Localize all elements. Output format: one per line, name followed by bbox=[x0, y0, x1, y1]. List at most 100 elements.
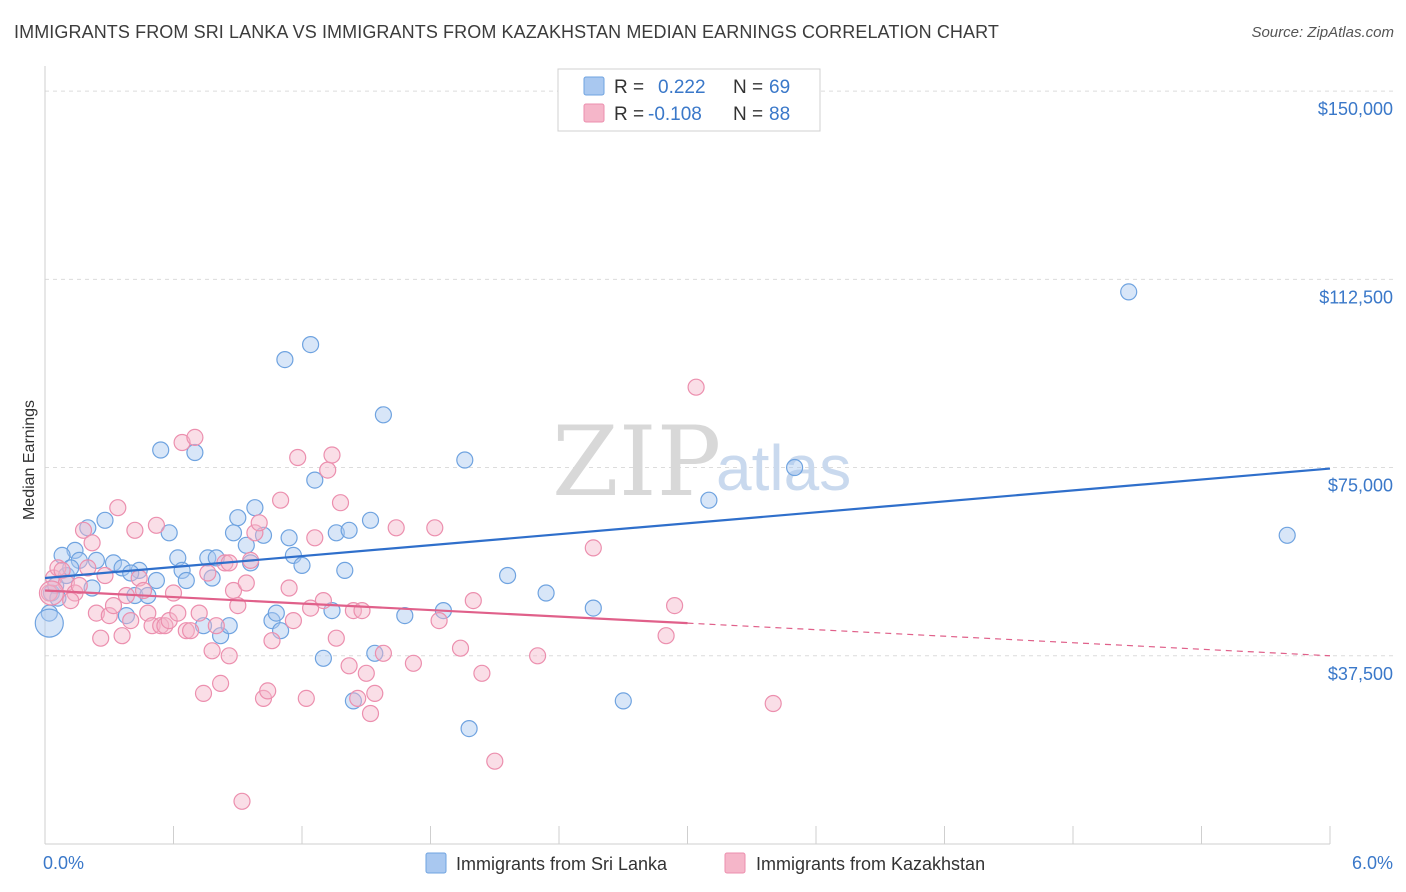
trend-lines bbox=[44, 467, 1331, 657]
point-kazakhstan bbox=[353, 601, 371, 620]
point-sri-lanka bbox=[224, 524, 243, 542]
x-tick-label: 6.0% bbox=[1352, 853, 1393, 873]
point-sri-lanka bbox=[147, 571, 165, 590]
point-kazakhstan bbox=[237, 574, 255, 592]
point-kazakhstan bbox=[486, 752, 504, 770]
legend-n-value-2: 88 bbox=[769, 104, 790, 125]
point-kazakhstan bbox=[74, 521, 93, 539]
point-kazakhstan bbox=[451, 639, 470, 657]
point-kazakhstan bbox=[327, 629, 345, 647]
point-kazakhstan bbox=[246, 524, 264, 542]
point-kazakhstan bbox=[96, 566, 114, 585]
point-kazakhstan bbox=[139, 604, 157, 622]
point-sri-lanka bbox=[361, 511, 380, 529]
axes bbox=[44, 66, 1331, 845]
point-kazakhstan bbox=[212, 674, 230, 693]
point-kazakhstan bbox=[289, 448, 307, 467]
y-tick-label: $112,500 bbox=[1319, 287, 1393, 307]
point-kazakhstan bbox=[349, 689, 367, 708]
point-kazakhstan bbox=[687, 378, 705, 396]
source-credit: Source: ZipAtlas.com bbox=[1251, 24, 1394, 41]
bottom-legend: Immigrants from Sri Lanka Immigrants fro… bbox=[425, 852, 985, 874]
point-sri-lanka bbox=[302, 336, 320, 354]
point-kazakhstan bbox=[361, 704, 380, 723]
point-kazakhstan bbox=[657, 627, 675, 645]
point-sri-lanka bbox=[96, 511, 114, 529]
watermark-atlas: atlas bbox=[716, 432, 851, 504]
bottom-legend-swatch-sri-lanka bbox=[425, 852, 447, 874]
point-sri-lanka bbox=[280, 529, 298, 547]
point-sri-lanka bbox=[306, 471, 324, 489]
y-tick-label: $150,000 bbox=[1318, 99, 1393, 119]
point-kazakhstan bbox=[104, 596, 123, 615]
point-kazakhstan bbox=[70, 576, 88, 595]
point-kazakhstan bbox=[323, 446, 341, 464]
point-kazakhstan bbox=[473, 664, 491, 682]
watermark-zip: ZIP bbox=[552, 406, 721, 518]
point-kazakhstan bbox=[186, 428, 204, 446]
legend-r-label-2: R = bbox=[614, 104, 644, 125]
legend-n-label-2: N = bbox=[733, 104, 763, 125]
chart-title: IMMIGRANTS FROM SRI LANKA VS IMMIGRANTS … bbox=[14, 22, 999, 42]
point-kazakhstan bbox=[387, 519, 405, 537]
point-sri-lanka bbox=[340, 521, 358, 539]
x-tick-label: 0.0% bbox=[43, 853, 84, 873]
point-sri-lanka bbox=[336, 561, 354, 580]
point-sri-lanka bbox=[396, 606, 414, 625]
legend-r-value-2: -0.108 bbox=[648, 104, 702, 125]
point-kazakhstan bbox=[164, 584, 183, 602]
point-kazakhstan bbox=[87, 604, 106, 622]
y-tick-labels: $37,500 $75,000 $112,500 $150,000 bbox=[1318, 99, 1393, 684]
x-tick-labels: 0.0% 6.0% bbox=[43, 853, 1393, 873]
point-kazakhstan bbox=[259, 682, 277, 700]
trend-line-kazakhstan-extension bbox=[687, 622, 1331, 657]
data-points bbox=[34, 283, 1296, 810]
legend-r-label-1: R = bbox=[614, 77, 644, 98]
y-tick-label: $75,000 bbox=[1328, 476, 1393, 496]
point-kazakhstan bbox=[340, 657, 358, 675]
point-sri-lanka bbox=[374, 406, 392, 424]
trend-line-sri-lanka bbox=[44, 467, 1331, 580]
point-sri-lanka bbox=[327, 524, 345, 542]
point-kazakhstan bbox=[404, 654, 422, 672]
point-kazakhstan bbox=[357, 664, 375, 682]
point-kazakhstan bbox=[113, 627, 131, 645]
point-kazakhstan bbox=[147, 516, 165, 534]
point-kazakhstan bbox=[203, 642, 221, 660]
point-kazakhstan bbox=[314, 591, 332, 610]
point-kazakhstan bbox=[430, 611, 448, 630]
point-kazakhstan bbox=[83, 534, 101, 552]
point-kazakhstan bbox=[126, 521, 144, 539]
point-kazakhstan bbox=[79, 559, 97, 577]
point-kazakhstan bbox=[284, 611, 302, 630]
point-kazakhstan bbox=[169, 604, 187, 622]
point-kazakhstan bbox=[263, 632, 281, 650]
point-kazakhstan bbox=[182, 622, 200, 640]
point-sri-lanka bbox=[314, 649, 332, 667]
point-sri-lanka bbox=[366, 644, 384, 662]
point-kazakhstan bbox=[152, 617, 170, 635]
legend-box: R = 0.222 N = 69 R = -0.108 N = 88 bbox=[557, 68, 821, 132]
bottom-legend-label-sri-lanka: Immigrants from Sri Lanka bbox=[456, 854, 668, 874]
y-axis-label: Median Earnings bbox=[21, 400, 38, 520]
point-sri-lanka bbox=[194, 617, 213, 635]
point-kazakhstan bbox=[177, 622, 195, 640]
point-sri-lanka bbox=[456, 451, 474, 469]
point-kazakhstan bbox=[199, 564, 217, 582]
point-sri-lanka bbox=[207, 549, 225, 567]
bottom-legend-label-kazakhstan: Immigrants from Kazakhstan bbox=[756, 854, 985, 874]
point-sri-lanka bbox=[1120, 283, 1138, 301]
point-kazakhstan bbox=[331, 494, 350, 512]
point-kazakhstan bbox=[319, 461, 337, 479]
point-kazakhstan bbox=[122, 611, 140, 630]
point-kazakhstan bbox=[250, 514, 268, 532]
point-sri-lanka bbox=[537, 584, 555, 602]
point-kazakhstan bbox=[92, 629, 110, 647]
point-kazakhstan bbox=[297, 689, 315, 708]
point-sri-lanka bbox=[584, 599, 602, 617]
point-kazakhstan bbox=[190, 604, 208, 622]
point-sri-lanka bbox=[160, 524, 178, 542]
point-kazakhstan bbox=[528, 647, 547, 665]
legend-n-value-1: 69 bbox=[769, 77, 790, 98]
